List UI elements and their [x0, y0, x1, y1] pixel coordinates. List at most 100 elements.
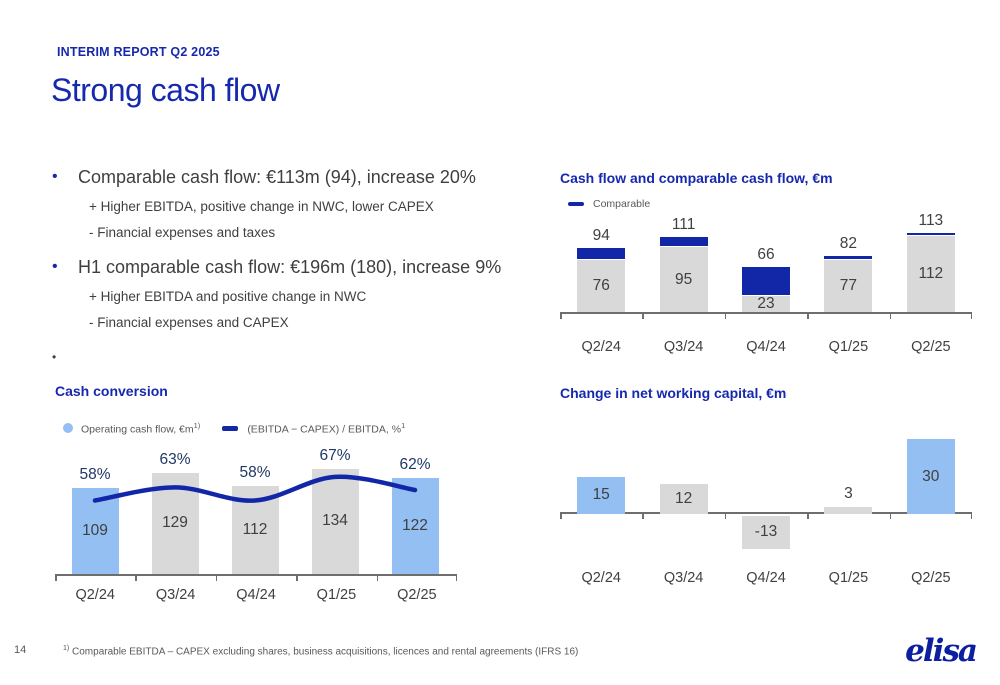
bar-value-label: 12 [674, 490, 693, 507]
comparable-value-label: 113 [918, 212, 944, 230]
operating-cash-flow-bar: 122 [391, 478, 439, 574]
x-label-q2-24: Q2/24 [581, 570, 621, 586]
chart-title: Cash flow and comparable cash flow, €m [560, 170, 833, 186]
ebitda-capex-ratio-legend-marker [222, 426, 239, 431]
x-label-q2-24: Q2/24 [581, 339, 621, 355]
nwc-zero-axis [560, 512, 972, 519]
comparable-bar-segment [659, 236, 708, 248]
footnote: 1) Comparable EBITDA – CAPEX excluding s… [63, 645, 579, 658]
elisa-logo: elisa [905, 633, 978, 669]
legend-label: (EBITDA − CAPEX) / EBITDA, %1 [247, 421, 406, 436]
comparable-value-label: 94 [592, 227, 610, 245]
axis-tick [215, 575, 218, 581]
bar-value-label: 30 [922, 467, 940, 485]
cash-conversion-legend: Operating cash flow, €m1) (EBITDA − CAPE… [63, 421, 457, 436]
bar-group-q2-24: 94 76 [560, 227, 642, 312]
axis-tick [296, 575, 298, 581]
bar-value-label: -13 [754, 523, 778, 541]
comparable-bar-segment [577, 248, 626, 261]
nwc-xlabels: Q2/24 Q3/24 Q4/24 Q1/25 Q2/25 [560, 570, 972, 586]
operating-cash-flow-bar: 129 [151, 472, 199, 574]
bar-value-label: 112 [242, 520, 268, 538]
comparable-value-label: 66 [757, 246, 775, 264]
axis-tick [807, 514, 809, 519]
cash-flow-axis [560, 312, 972, 319]
percent-label: 58% [79, 466, 111, 484]
axis-tick [642, 514, 644, 519]
bar-value-label: 122 [402, 516, 428, 534]
cash-flow-xlabels: Q2/24 Q3/24 Q4/24 Q1/25 Q2/25 [560, 339, 972, 355]
bar-value-label: 129 [162, 514, 188, 532]
comparable-value-label: 111 [671, 215, 696, 233]
bar-group-q4-24: 58% 112 [215, 444, 295, 574]
operating-cash-flow-legend-marker [63, 423, 73, 434]
legend-label: Comparable [593, 198, 651, 210]
bar-value-label: 109 [82, 521, 108, 539]
cash-conversion-plot: 58% 109 63% 129 58% 112 67% 134 62% 122 [55, 444, 455, 574]
cash-conversion-xlabels: Q2/24 Q3/24 Q4/24 Q1/25 Q2/25 [55, 587, 457, 603]
comparable-legend-marker [568, 201, 584, 207]
net-working-capital-chart: Change in net working capital, €m 15 12 -1… [560, 385, 972, 586]
legend-label: Operating cash flow, €m1) [81, 421, 201, 436]
bullet-item: • H1 comparable cash flow: €196m (180), … [52, 256, 557, 278]
x-label-q2-24: Q2/24 [75, 586, 115, 603]
sub-bullet: - Financial expenses and CAPEX [89, 315, 289, 330]
page-title: Strong cash flow [51, 72, 280, 108]
axis-tick [135, 575, 137, 581]
sub-bullet: + Higher EBITDA, positive change in NWC,… [89, 199, 434, 214]
axis-tick [724, 314, 727, 319]
x-label-q1-25: Q1/25 [316, 586, 357, 603]
axis-tick [724, 514, 727, 519]
cash-flow-value-label: 77 [839, 276, 858, 294]
bullet-icon: • [52, 258, 58, 275]
bar-value-label: 3 [844, 484, 853, 502]
nwc-bar-q2-24 [577, 476, 626, 514]
bar-group-q1-25: 67% 134 [295, 444, 375, 574]
bar-value-label: 15 [592, 486, 610, 504]
cash-flow-value-label: 23 [757, 295, 775, 313]
comparable-bar-segment [906, 233, 955, 236]
nwc-bar-q2-25 [906, 439, 955, 514]
x-label-q4-24: Q4/24 [746, 339, 786, 355]
percent-label: 58% [239, 464, 271, 482]
x-label-q2-25: Q2/25 [911, 570, 951, 586]
report-kicker: INTERIM REPORT Q2 2025 [57, 45, 220, 59]
operating-cash-flow-bar: 112 [231, 486, 279, 574]
axis-tick [889, 514, 892, 519]
axis-tick [560, 514, 562, 519]
bullet-item: • [52, 346, 557, 368]
comparable-value-label: 82 [839, 235, 858, 253]
x-label-q3-24: Q3/24 [663, 570, 704, 586]
x-label-q2-25: Q2/25 [397, 586, 437, 603]
page-number: 14 [14, 644, 27, 656]
cash-flow-bar-segment: 95 [659, 247, 708, 312]
cash-flow-chart: Cash flow and comparable cash flow, €m C… [560, 170, 972, 355]
axis-tick [376, 575, 379, 581]
cash-conversion-axis [55, 573, 457, 581]
x-label-q4-24: Q4/24 [236, 586, 276, 603]
bar-group-q2-24: 58% 109 [55, 444, 135, 574]
axis-tick [642, 314, 644, 319]
nwc-plot: 15 12 -13 3 30 [560, 431, 972, 554]
cash-flow-bar-segment: 112 [906, 235, 955, 312]
axis-tick [455, 575, 457, 581]
operating-cash-flow-bar: 134 [311, 468, 359, 574]
bullet-list: • Comparable cash flow: €113m (94), incr… [52, 166, 557, 379]
x-label-q4-24: Q4/24 [746, 570, 786, 586]
bar-group-q2-25: 62% 122 [375, 444, 455, 574]
cash-flow-value-label: 112 [918, 264, 944, 282]
bar-group-q2-25: 113 112 [890, 212, 972, 312]
bullet-text: H1 comparable cash flow: €196m (180), in… [78, 257, 502, 277]
bar-group-q4-24: 66 23 [725, 246, 807, 312]
bar-value-label: 134 [322, 512, 348, 530]
axis-tick [560, 314, 562, 319]
chart-title: Change in net working capital, €m [560, 385, 787, 401]
axis-tick [970, 314, 972, 319]
bar-group-q1-25: 82 77 [807, 235, 889, 312]
chart-title: Cash conversion [55, 383, 168, 399]
bar-group-q3-24: 111 95 [642, 216, 724, 312]
bullet-icon: • [52, 350, 57, 364]
operating-cash-flow-bar: 109 [71, 488, 119, 574]
percent-label: 62% [399, 456, 431, 474]
